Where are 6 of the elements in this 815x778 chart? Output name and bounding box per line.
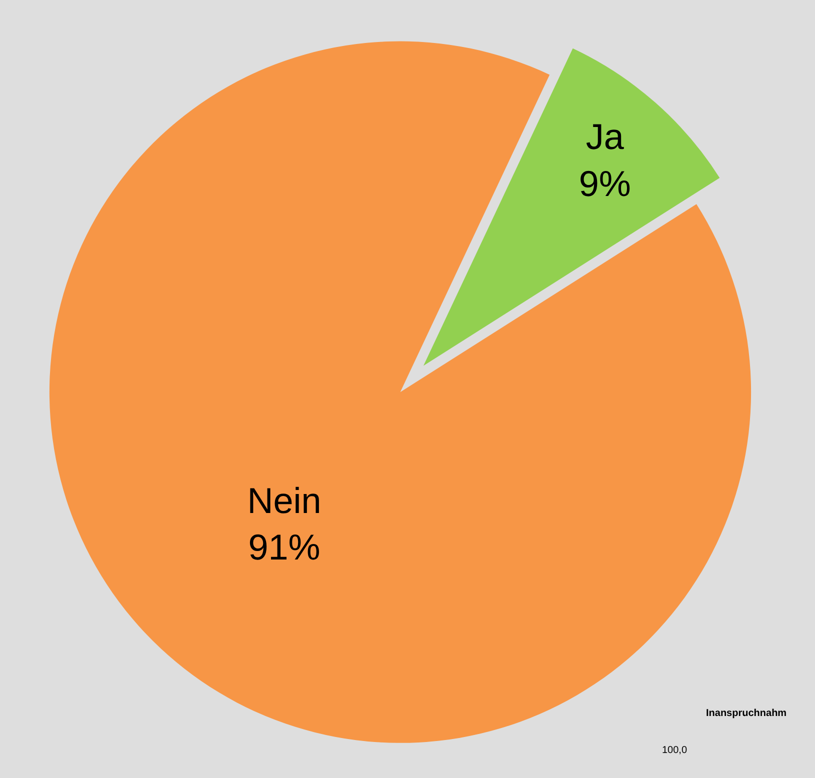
slice-label: Nein	[247, 480, 322, 521]
text: 100,0	[662, 745, 688, 756]
data-label: 91%	[248, 526, 320, 568]
slice-label: Ja	[586, 116, 625, 158]
data-label: 9%	[578, 162, 631, 204]
text: Inanspruchnahm	[706, 708, 787, 719]
